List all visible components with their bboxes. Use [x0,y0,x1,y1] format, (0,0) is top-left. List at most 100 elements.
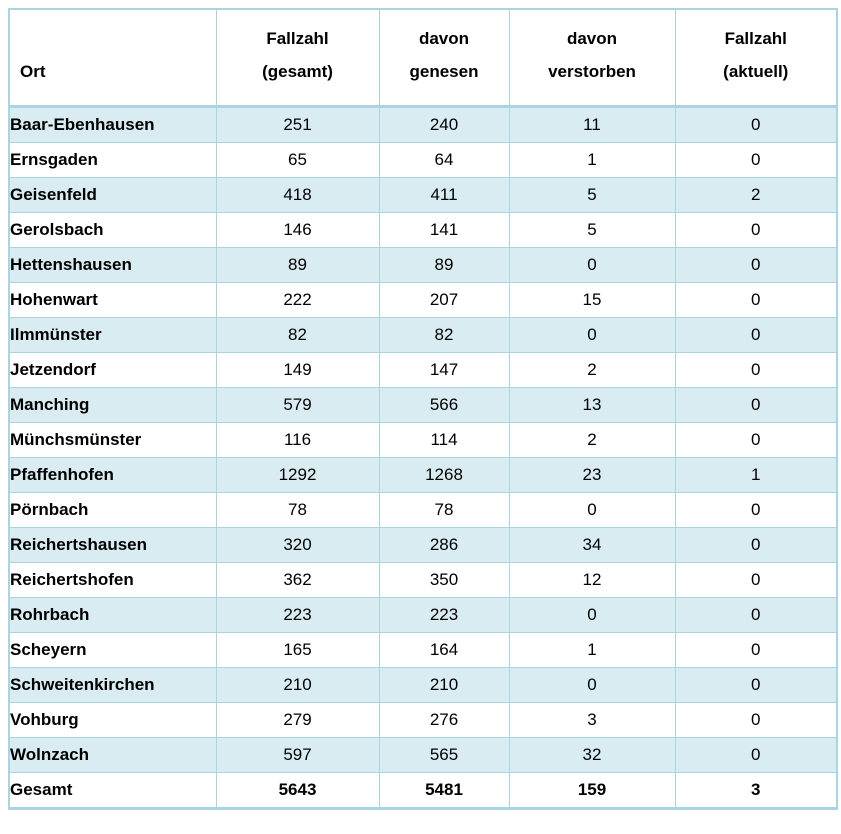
fallzahl-gesamt-cell: 116 [215,422,380,458]
fallzahl-gesamt-cell: 418 [215,177,380,213]
davon-genesen-cell: 210 [378,667,510,703]
fallzahl-gesamt-cell: 251 [215,106,380,143]
davon-genesen-cell: 141 [378,212,510,248]
table-row: Scheyern 165 164 1 0 [8,632,838,668]
total-row: Gesamt 5643 5481 159 3 [8,772,838,809]
header-ort-label: Ort [20,62,46,81]
ort-cell: Münchsmünster [8,422,217,458]
fallzahl-aktuell-cell: 0 [674,737,838,773]
ort-cell: Gerolsbach [8,212,217,248]
header-line-2: (gesamt) [262,62,333,81]
davon-verstorben-cell: 13 [508,387,676,423]
fallzahl-gesamt-cell: 362 [215,562,380,598]
davon-genesen-cell: 565 [378,737,510,773]
davon-genesen-cell: 223 [378,597,510,633]
ort-cell: Geisenfeld [8,177,217,213]
davon-genesen-cell: 89 [378,247,510,283]
davon-verstorben-cell: 3 [508,702,676,738]
fallzahl-gesamt-cell: 320 [215,527,380,563]
davon-genesen-cell: 1268 [378,457,510,493]
table-row: Baar-Ebenhausen 251 240 11 0 [8,106,838,143]
davon-verstorben-cell: 0 [508,317,676,353]
fallzahl-aktuell-cell: 0 [674,352,838,388]
header-line-1: Fallzahl [724,29,787,48]
ort-cell: Pfaffenhofen [8,457,217,493]
ort-cell: Baar-Ebenhausen [8,106,217,143]
fallzahl-gesamt-cell: 165 [215,632,380,668]
fallzahl-gesamt-cell: 210 [215,667,380,703]
header-line-1: davon [566,29,618,48]
fallzahl-aktuell-cell: 0 [674,317,838,353]
ort-cell: Reichertshofen [8,562,217,598]
ort-cell: Vohburg [8,702,217,738]
table-row: Rohrbach 223 223 0 0 [8,597,838,633]
ort-cell: Ernsgaden [8,142,217,178]
fallzahl-aktuell-cell: 0 [674,527,838,563]
fallzahl-gesamt-cell: 146 [215,212,380,248]
header-fallzahl-aktuell: Fallzahl (aktuell) [674,8,838,108]
table-header: Ort Fallzahl (gesamt) davon genesen davo… [8,8,838,108]
fallzahl-gesamt-cell: 279 [215,702,380,738]
ort-cell: Hohenwart [8,282,217,318]
fallzahl-aktuell-cell: 0 [674,247,838,283]
header-line-2: verstorben [548,62,636,81]
fallzahl-gesamt-cell: 82 [215,317,380,353]
table-body: Baar-Ebenhausen 251 240 11 0 Ernsgaden 6… [8,106,838,809]
table-row: Reichertshausen 320 286 34 0 [8,527,838,563]
davon-verstorben-cell: 0 [508,667,676,703]
fallzahl-aktuell-cell: 2 [674,177,838,213]
ort-cell: Schweitenkirchen [8,667,217,703]
fallzahl-aktuell-cell: 0 [674,632,838,668]
davon-verstorben-cell: 15 [508,282,676,318]
ort-cell: Manching [8,387,217,423]
fallzahl-aktuell-cell: 0 [674,142,838,178]
fallzahl-aktuell-cell: 0 [674,387,838,423]
davon-genesen-cell: 5481 [378,772,510,809]
davon-genesen-cell: 207 [378,282,510,318]
table-row: Reichertshofen 362 350 12 0 [8,562,838,598]
davon-verstorben-cell: 0 [508,597,676,633]
fallzahl-gesamt-cell: 1292 [215,457,380,493]
davon-genesen-cell: 286 [378,527,510,563]
header-line-2: genesen [409,62,479,81]
header-line-1: davon [418,29,470,48]
table-row: Schweitenkirchen 210 210 0 0 [8,667,838,703]
fallzahl-aktuell-cell: 0 [674,422,838,458]
fallzahl-gesamt-cell: 65 [215,142,380,178]
ort-cell: Ilmmünster [8,317,217,353]
davon-genesen-cell: 240 [378,106,510,143]
header-ort: Ort [8,8,217,108]
ort-cell: Jetzendorf [8,352,217,388]
fallzahl-aktuell-cell: 0 [674,597,838,633]
fallzahl-gesamt-cell: 78 [215,492,380,528]
table-row: Münchsmünster 116 114 2 0 [8,422,838,458]
davon-verstorben-cell: 12 [508,562,676,598]
fallzahl-gesamt-cell: 222 [215,282,380,318]
header-line-1: Fallzahl [266,29,329,48]
table-row: Gerolsbach 146 141 5 0 [8,212,838,248]
table-row: Hohenwart 222 207 15 0 [8,282,838,318]
fallzahl-aktuell-cell: 1 [674,457,838,493]
davon-genesen-cell: 350 [378,562,510,598]
fallzahl-aktuell-cell: 0 [674,562,838,598]
davon-genesen-cell: 147 [378,352,510,388]
davon-verstorben-cell: 159 [508,772,676,809]
table-row: Pfaffenhofen 1292 1268 23 1 [8,457,838,493]
fallzahl-gesamt-cell: 579 [215,387,380,423]
fallzahl-aktuell-cell: 0 [674,212,838,248]
davon-verstorben-cell: 0 [508,247,676,283]
ort-cell: Rohrbach [8,597,217,633]
fallzahl-gesamt-cell: 597 [215,737,380,773]
davon-verstorben-cell: 1 [508,142,676,178]
header-davon-verstorben: davon verstorben [508,8,676,108]
davon-genesen-cell: 164 [378,632,510,668]
davon-verstorben-cell: 11 [508,106,676,143]
table-row: Geisenfeld 418 411 5 2 [8,177,838,213]
davon-verstorben-cell: 23 [508,457,676,493]
fallzahl-aktuell-cell: 0 [674,702,838,738]
table-row: Ernsgaden 65 64 1 0 [8,142,838,178]
table-row: Jetzendorf 149 147 2 0 [8,352,838,388]
table-row: Hettenshausen 89 89 0 0 [8,247,838,283]
ort-cell: Wolnzach [8,737,217,773]
